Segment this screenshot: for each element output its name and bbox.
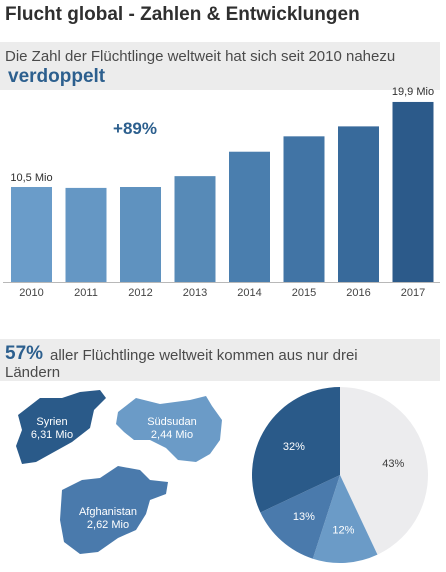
share-text-line1: aller Flüchtlinge weltweit kommen aus nu… [50, 347, 358, 364]
afghanistan-shape [60, 466, 168, 554]
pie-label-43: 43% [382, 458, 404, 470]
x-tick-2013: 2013 [183, 287, 207, 299]
page-title: Flucht global - Zahlen & Entwicklungen [5, 4, 360, 25]
bar-chart: 2010 10,5 Mio 2011 2012 2013 2014 2015 2016 2017… [3, 86, 440, 299]
country-value-suedsudan: 2,44 Mio [151, 429, 193, 441]
pie-label-12: 12% [332, 524, 354, 536]
x-tick-2012: 2012 [128, 287, 152, 299]
country-label-afghanistan: Afghanistan [79, 506, 137, 518]
x-tick-2017: 2017 [401, 287, 425, 299]
subtitle-text: Die Zahl der Flüchtlinge weltweit hat si… [5, 48, 396, 65]
pie-chart: 43% 12% 13% 32% [252, 387, 428, 563]
pie-slice-32 [252, 387, 340, 513]
x-tick-2016: 2016 [346, 287, 370, 299]
bar-2011 [65, 187, 107, 282]
pie-slice-43 [340, 387, 428, 555]
x-tick-2010: 2010 [19, 287, 43, 299]
x-tick-2014: 2014 [237, 287, 261, 299]
x-tick-2015: 2015 [292, 287, 316, 299]
bar-2012 [120, 187, 161, 282]
value-label-first: 10,5 Mio [10, 172, 52, 184]
pie-label-32: 32% [283, 441, 305, 453]
x-tick-2011: 2011 [74, 287, 98, 299]
value-label-last: 19,9 Mio [392, 86, 434, 98]
bar-2010 [11, 187, 52, 282]
pie-slice-12 [312, 475, 378, 563]
country-value-syrien: 6,31 Mio [31, 429, 73, 441]
syrien-shape [16, 390, 106, 464]
subtitle-band: Die Zahl der Flüchtlinge weltweit hat si… [0, 42, 440, 90]
suedsudan-shape [116, 396, 222, 462]
country-map-group: Syrien 6,31 Mio Südsudan 2,44 Mio Afghan… [16, 390, 222, 554]
bar-2015 [283, 136, 325, 282]
bar-2017 [392, 101, 434, 282]
pie-slice-13 [260, 475, 340, 559]
subtitle-emphasis: verdoppelt [8, 66, 106, 87]
country-label-syrien: Syrien [36, 416, 67, 428]
country-value-afghanistan: 2,62 Mio [87, 519, 129, 531]
share-text-line2: Ländern [5, 364, 61, 381]
bar-2013 [174, 176, 216, 282]
growth-annotation: +89% [113, 119, 157, 138]
share-percent: 57% [5, 343, 44, 364]
pie-label-13: 13% [293, 511, 315, 523]
country-label-suedsudan: Südsudan [147, 416, 197, 428]
section2-band: 57% aller Flüchtlinge weltweit kommen au… [0, 339, 440, 381]
bar-2016 [338, 126, 379, 282]
bar-2014 [229, 151, 270, 282]
